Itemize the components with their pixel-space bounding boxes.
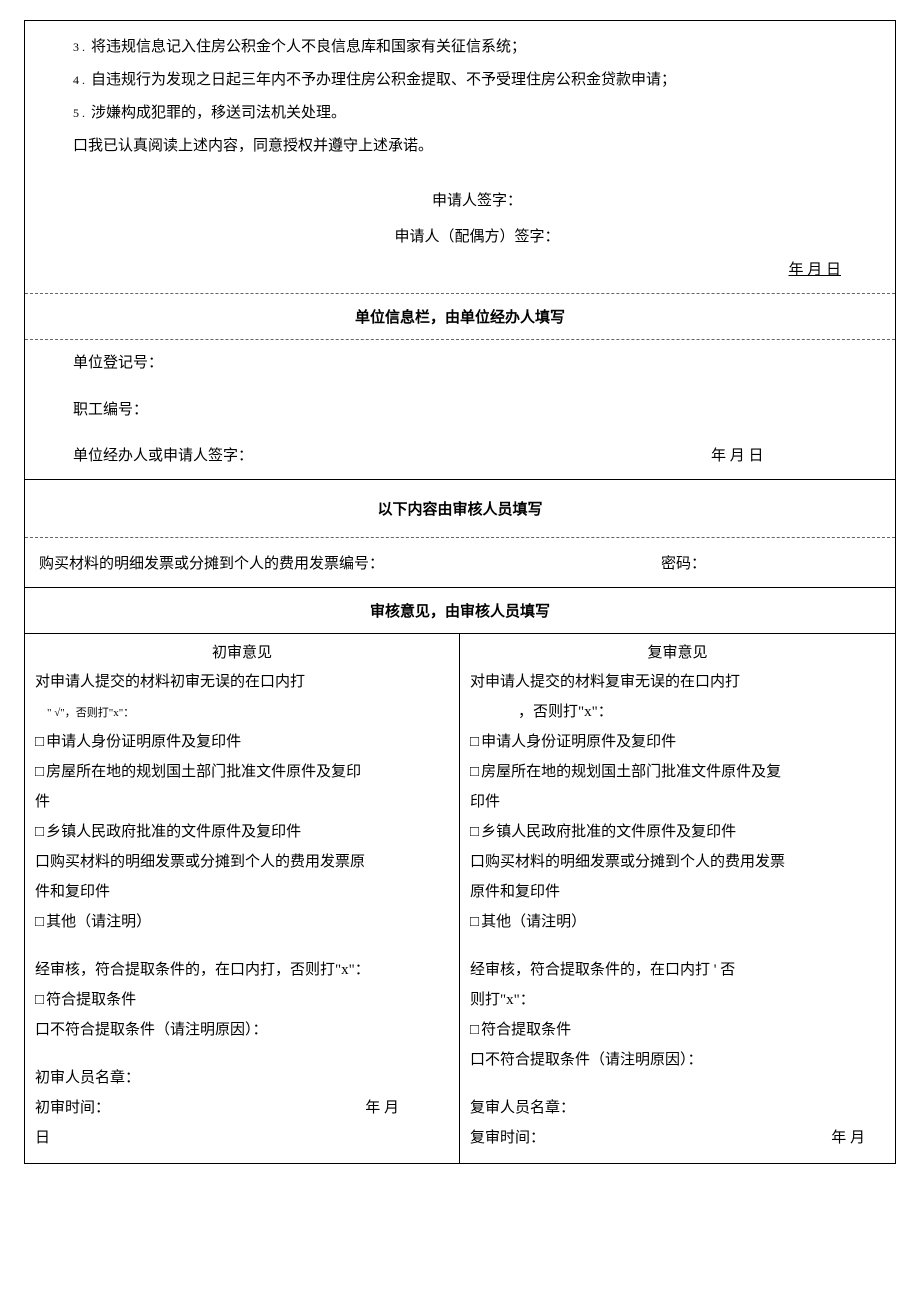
first-review-heading: 初审意见 [35, 640, 449, 667]
first-review-item-5: □其他（请注明） [35, 907, 449, 937]
checkbox-icon[interactable]: □ [35, 985, 44, 1015]
first-review-item-2: □房屋所在地的规划国土部门批准文件原件及复印 [35, 757, 449, 787]
invoice-number-label: 购买材料的明细发票或分摊到个人的费用发票编号： [39, 552, 661, 573]
item-5-text: 涉嫌构成犯罪的，移送司法机关处理。 [91, 97, 346, 130]
unit-signature-row: 单位经办人或申请人签字： 年 月 日 [25, 434, 895, 479]
item-4-number: 4 . [73, 67, 85, 93]
password-label: 密码： [661, 552, 881, 573]
first-review-conclusion: 经审核，符合提取条件的，在口内打，否则打"x"： [35, 955, 449, 985]
declaration-section: 3 . 将违规信息记入住房公积金个人不良信息库和国家有关征信系统； 4 . 自违… [25, 20, 895, 293]
re-review-item-5: □其他（请注明） [470, 907, 885, 937]
checkbox-icon[interactable]: □ [470, 1015, 479, 1045]
first-review-time-prefix: 初审时间： [35, 1093, 365, 1123]
re-review-stamp: 复审人员名章： [470, 1093, 885, 1123]
re-review-conclusion-l2: 则打"x"： [470, 985, 885, 1015]
declaration-item-4: 4 . 自违规行为发现之日起三年内不予办理住房公积金提取、不予受理住房公积金贷款… [73, 64, 881, 97]
unit-section-title: 单位信息栏，由单位经办人填写 [25, 294, 895, 339]
agree-text: 口我已认真阅读上述内容，同意授权并遵守上述承诺。 [73, 138, 433, 154]
re-review-item-4-cont: 原件和复印件 [470, 877, 885, 907]
item-5-number: 5 . [73, 100, 85, 126]
declaration-date: 年 月 日 [73, 255, 881, 285]
first-review-item-4-cont: 件和复印件 [35, 877, 449, 907]
checkbox-icon[interactable]: □ [470, 817, 479, 847]
re-review-intro-l2-text: ，否则打"x"： [518, 704, 613, 720]
re-review-notmeet: 口不符合提取条件（请注明原因）： [470, 1045, 885, 1075]
first-review-item-5-text: 其他（请注明） [46, 914, 151, 930]
re-review-item-2: □房屋所在地的规划国土部门批准文件原件及复 [470, 757, 885, 787]
unit-reg-no-label: 单位登记号： [25, 340, 895, 387]
re-review-heading: 复审意见 [470, 640, 885, 667]
declaration-item-5: 5 . 涉嫌构成犯罪的，移送司法机关处理。 [73, 97, 881, 130]
first-review-item-3: □乡镇人民政府批准的文件原件及复印件 [35, 817, 449, 847]
re-review-item-5-text: 其他（请注明） [481, 914, 586, 930]
unit-handler-sign-label: 单位经办人或申请人签字： [73, 444, 711, 465]
re-review-meet-text: 符合提取条件 [481, 1022, 571, 1038]
re-review-time-ym: 年 月 [831, 1123, 885, 1153]
first-review-meet: □符合提取条件 [35, 985, 449, 1015]
checkbox-icon[interactable]: □ [470, 757, 479, 787]
opinion-section: 审核意见，由审核人员填写 初审意见 对申请人提交的材料初审无误的在口内打 " √… [25, 588, 895, 1163]
re-review-time-prefix: 复审时间： [470, 1123, 831, 1153]
first-review-item-3-text: 乡镇人民政府批准的文件原件及复印件 [46, 824, 301, 840]
checkbox-icon[interactable]: □ [35, 727, 44, 757]
item-4-text: 自违规行为发现之日起三年内不予办理住房公积金提取、不予受理住房公积金贷款申请； [91, 64, 676, 97]
unit-section: 单位信息栏，由单位经办人填写 单位登记号： 职工编号： 单位经办人或申请人签字：… [25, 294, 895, 479]
first-review-time-row: 初审时间： 年 月 [35, 1093, 449, 1123]
re-review-conclusion-l1: 经审核，符合提取条件的，在口内打 ' 否 [470, 955, 885, 985]
checkbox-icon[interactable]: □ [35, 817, 44, 847]
invoice-row: 购买材料的明细发票或分摊到个人的费用发票编号： 密码： [25, 538, 895, 587]
opinion-section-title: 审核意见，由审核人员填写 [25, 588, 895, 633]
checkbox-icon[interactable]: □ [470, 907, 479, 937]
first-review-time-day: 日 [35, 1123, 449, 1153]
first-review-notmeet: 口不符合提取条件（请注明原因）： [35, 1015, 449, 1045]
reviewer-section: 以下内容由审核人员填写 购买材料的明细发票或分摊到个人的费用发票编号： 密码： [25, 480, 895, 587]
form-page: 3 . 将违规信息记入住房公积金个人不良信息库和国家有关征信系统； 4 . 自违… [24, 20, 896, 1164]
unit-date: 年 月 日 [711, 444, 881, 465]
re-review-item-2-cont: 印件 [470, 787, 885, 817]
declaration-item-3: 3 . 将违规信息记入住房公积金个人不良信息库和国家有关征信系统； [73, 31, 881, 64]
checkbox-icon[interactable]: □ [470, 727, 479, 757]
first-review-stamp: 初审人员名章： [35, 1063, 449, 1093]
re-review-item-3-text: 乡镇人民政府批准的文件原件及复印件 [481, 824, 736, 840]
checkbox-icon[interactable]: □ [35, 757, 44, 787]
item-3-number: 3 . [73, 34, 85, 60]
first-review-item-2-text: 房屋所在地的规划国土部门批准文件原件及复印 [46, 764, 361, 780]
re-review-intro-l1: 对申请人提交的材料复审无误的在口内打 [470, 667, 885, 697]
first-review-item-1-text: 申请人身份证明原件及复印件 [46, 734, 241, 750]
applicant-signature-label: 申请人签字： [73, 183, 881, 219]
first-review-intro-l1: 对申请人提交的材料初审无误的在口内打 [35, 667, 449, 697]
re-review-item-3: □乡镇人民政府批准的文件原件及复印件 [470, 817, 885, 847]
first-review-meet-text: 符合提取条件 [46, 992, 136, 1008]
first-review-item-1: □申请人身份证明原件及复印件 [35, 727, 449, 757]
re-review-intro-l2: ，否则打"x"： [470, 697, 885, 727]
reviewer-section-title: 以下内容由审核人员填写 [25, 480, 895, 537]
re-review-time-row: 复审时间： 年 月 [470, 1123, 885, 1153]
first-review-intro-l2: " √"，否则打"x"： [35, 697, 449, 727]
unit-emp-no-label: 职工编号： [25, 387, 895, 434]
re-review-item-1-text: 申请人身份证明原件及复印件 [481, 734, 676, 750]
re-review-item-1: □申请人身份证明原件及复印件 [470, 727, 885, 757]
re-review-item-4: 口购买材料的明细发票或分摊到个人的费用发票 [470, 847, 885, 877]
checkbox-icon[interactable]: □ [35, 907, 44, 937]
first-review-item-4: 口购买材料的明细发票或分摊到个人的费用发票原 [35, 847, 449, 877]
spouse-signature-label: 申请人（配偶方）签字： [73, 219, 881, 255]
first-review-cell: 初审意见 对申请人提交的材料初审无误的在口内打 " √"，否则打"x"： □申请… [25, 634, 460, 1163]
first-review-intro-l2-text: " √"，否则打"x"： [35, 707, 134, 719]
opinion-two-column: 初审意见 对申请人提交的材料初审无误的在口内打 " √"，否则打"x"： □申请… [25, 633, 895, 1163]
first-review-time-ym: 年 月 [365, 1093, 449, 1123]
first-review-item-2-cont: 件 [35, 787, 449, 817]
agree-checkbox-line: 口我已认真阅读上述内容，同意授权并遵守上述承诺。 [73, 130, 881, 163]
item-3-text: 将违规信息记入住房公积金个人不良信息库和国家有关征信系统； [91, 31, 526, 64]
re-review-item-2-text: 房屋所在地的规划国土部门批准文件原件及复 [481, 764, 781, 780]
re-review-meet: □符合提取条件 [470, 1015, 885, 1045]
re-review-cell: 复审意见 对申请人提交的材料复审无误的在口内打 ，否则打"x"： □申请人身份证… [460, 634, 895, 1163]
